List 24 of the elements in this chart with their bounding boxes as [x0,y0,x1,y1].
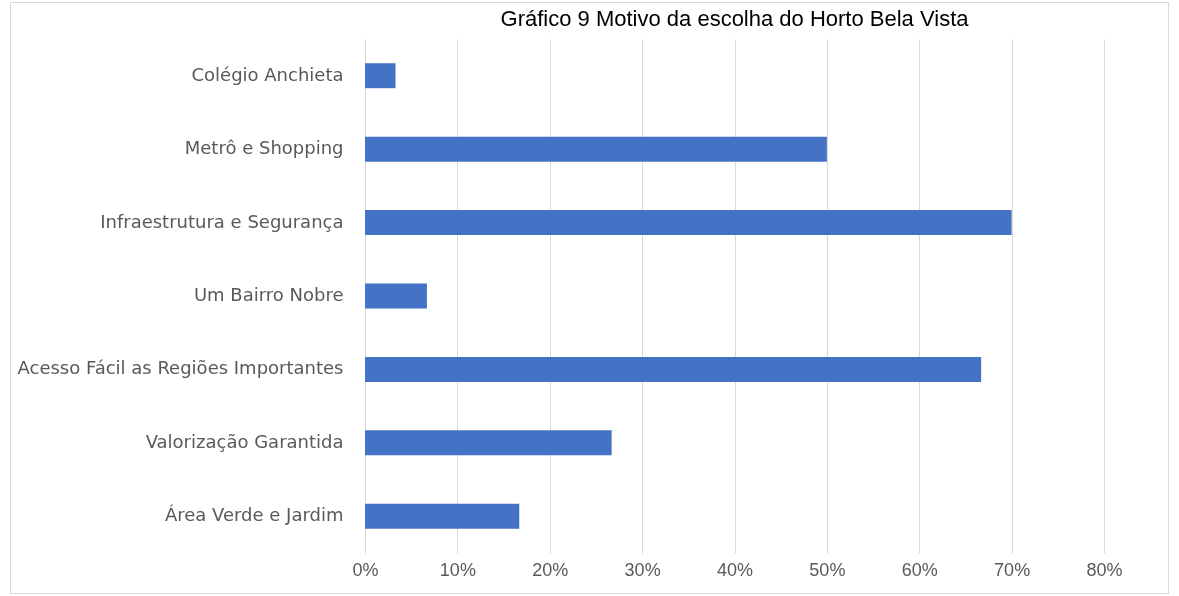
x-tick-label: 20% [532,559,569,580]
x-tick-label: 50% [809,559,846,580]
y-tick-label: Valorização Garantida [145,430,344,452]
x-tick-label: 40% [716,559,754,580]
x-tick-label: 60% [901,559,938,580]
chart-title: Gráfico 9 Motivo da escolha do Horto Bela Vista [500,6,970,31]
bar [365,63,396,89]
y-tick-label: Um Bairro Nobre [193,284,344,305]
x-tick-label: 10% [439,559,476,580]
bar [365,430,612,456]
y-tick-label: Acesso Fácil as Regiões Importantes [17,357,344,379]
x-tick-label: 0% [352,559,379,580]
bar [365,210,1012,236]
bar [365,283,427,309]
y-tick-label: Metrô e Shopping [184,137,344,159]
bar [365,356,982,382]
y-tick-label: Área Verde e Jardim [164,504,344,526]
bar [365,503,520,529]
x-tick-label: 80% [1086,559,1123,580]
bar [365,136,827,162]
y-tick-label: Colégio Anchieta [191,63,344,85]
x-tick-label: 70% [994,559,1031,580]
y-tick-label: Infraestrutura e Segurança [100,210,344,232]
x-tick-label: 30% [624,559,661,580]
